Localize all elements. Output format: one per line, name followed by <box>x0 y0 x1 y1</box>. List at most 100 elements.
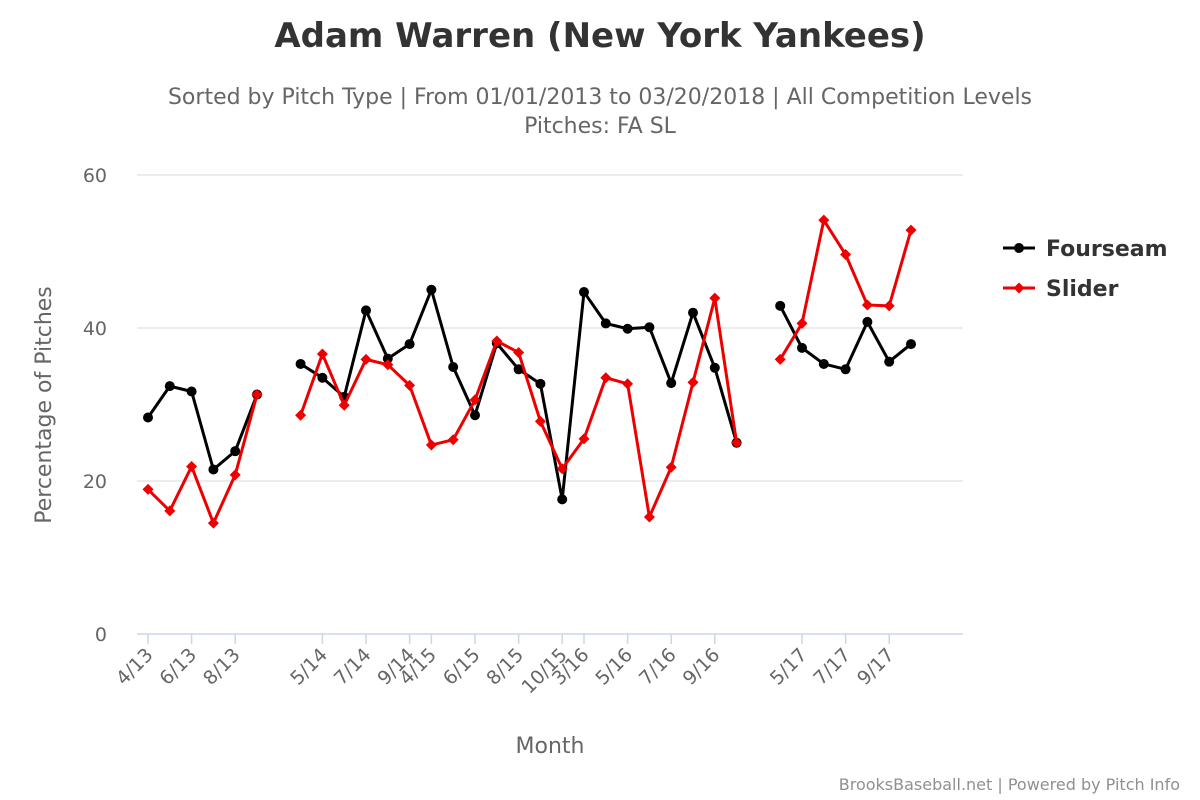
data-point-fourseam[interactable] <box>382 353 393 364</box>
legend-item-fourseam[interactable]: Fourseam <box>1003 237 1168 262</box>
data-point-slider[interactable] <box>818 214 830 226</box>
y-tick-label: 60 <box>83 165 107 187</box>
x-tick-label: 6/15 <box>439 644 485 690</box>
data-point-fourseam[interactable] <box>404 339 415 350</box>
data-point-fourseam[interactable] <box>164 381 175 392</box>
x-tick-label: 8/13 <box>199 644 245 690</box>
x-tick-label: 6/13 <box>155 644 201 690</box>
x-tick-label: 7/14 <box>330 644 376 690</box>
y-tick-label: 40 <box>83 318 107 340</box>
data-point-slider[interactable] <box>186 460 198 472</box>
chart-subtitle-line2: Pitches: FA SL <box>524 114 677 139</box>
x-tick-label: 7/16 <box>635 644 681 690</box>
data-point-slider[interactable] <box>840 249 852 261</box>
legend-item-slider[interactable]: Slider <box>1003 277 1119 302</box>
y-tick-label: 20 <box>83 471 107 493</box>
series-slider <box>142 214 917 529</box>
data-point-slider[interactable] <box>665 461 677 473</box>
x-tick-label: 5/17 <box>766 644 812 690</box>
data-point-slider[interactable] <box>883 300 895 312</box>
series-line-fourseam <box>146 384 259 472</box>
chart-title: Adam Warren (New York Yankees) <box>274 16 925 56</box>
data-point-fourseam[interactable] <box>557 494 568 505</box>
data-point-slider[interactable] <box>229 469 241 481</box>
x-tick-label: 5/14 <box>286 644 332 690</box>
data-point-fourseam[interactable] <box>361 305 371 316</box>
data-point-slider[interactable] <box>164 505 176 517</box>
data-point-slider[interactable] <box>382 359 394 371</box>
data-point-fourseam[interactable] <box>709 362 720 373</box>
data-point-fourseam[interactable] <box>644 322 655 333</box>
data-point-fourseam[interactable] <box>513 364 524 375</box>
data-point-fourseam[interactable] <box>448 362 459 373</box>
data-point-slider[interactable] <box>709 292 721 304</box>
data-point-fourseam[interactable] <box>840 364 851 375</box>
y-tick-label: 0 <box>95 624 107 646</box>
x-tick-label: 5/16 <box>591 644 637 690</box>
data-point-fourseam[interactable] <box>906 339 916 350</box>
data-point-slider[interactable] <box>338 399 350 411</box>
x-tick-label: 9/17 <box>853 644 899 690</box>
data-point-fourseam[interactable] <box>317 372 328 383</box>
data-point-fourseam[interactable] <box>818 358 829 369</box>
series-line-slider <box>146 394 259 525</box>
data-point-fourseam[interactable] <box>862 316 873 327</box>
data-point-slider[interactable] <box>207 517 219 529</box>
x-tick-label: 4/13 <box>112 644 158 690</box>
legend-marker <box>1013 282 1025 294</box>
data-point-fourseam[interactable] <box>230 446 241 457</box>
data-point-slider[interactable] <box>731 437 743 449</box>
grid: 0 20 40 60 <box>83 165 963 646</box>
data-point-fourseam[interactable] <box>622 323 633 334</box>
data-point-slider[interactable] <box>491 335 503 347</box>
legend[interactable]: Fourseam Slider <box>1003 237 1168 302</box>
data-point-slider[interactable] <box>316 348 328 360</box>
series-line-slider <box>778 218 913 361</box>
legend-label: Fourseam <box>1046 237 1168 262</box>
data-point-slider[interactable] <box>556 463 568 475</box>
data-point-slider[interactable] <box>687 376 699 388</box>
data-point-fourseam[interactable] <box>884 356 895 367</box>
data-point-slider[interactable] <box>360 353 372 365</box>
data-point-fourseam[interactable] <box>208 464 219 475</box>
data-point-fourseam[interactable] <box>775 300 786 311</box>
data-point-fourseam[interactable] <box>535 378 546 389</box>
data-point-fourseam[interactable] <box>143 412 153 423</box>
series-line-slider <box>299 296 739 519</box>
data-point-slider[interactable] <box>796 317 808 329</box>
data-point-slider[interactable] <box>905 224 917 236</box>
data-point-slider[interactable] <box>622 378 634 390</box>
y-axis-title: Percentage of Pitches <box>32 286 57 524</box>
data-point-slider[interactable] <box>513 346 525 358</box>
data-point-fourseam[interactable] <box>666 378 677 389</box>
x-axis-title: Month <box>516 734 585 759</box>
data-point-fourseam[interactable] <box>688 307 698 318</box>
data-point-slider[interactable] <box>534 415 546 427</box>
data-point-slider[interactable] <box>861 299 873 311</box>
data-point-fourseam[interactable] <box>600 318 611 329</box>
data-point-slider[interactable] <box>600 372 612 384</box>
data-point-slider[interactable] <box>251 389 263 401</box>
data-point-slider[interactable] <box>578 433 590 445</box>
credits[interactable]: BrooksBaseball.net | Powered by Pitch In… <box>839 775 1180 794</box>
data-point-slider[interactable] <box>404 379 416 391</box>
legend-marker <box>1014 243 1024 253</box>
data-point-fourseam[interactable] <box>470 410 480 421</box>
data-point-slider[interactable] <box>142 483 154 495</box>
series-layer <box>142 214 917 529</box>
data-point-fourseam[interactable] <box>797 342 807 353</box>
data-point-fourseam[interactable] <box>186 386 197 397</box>
x-tick-label: 9/16 <box>679 644 725 690</box>
data-point-slider[interactable] <box>774 353 786 365</box>
chart-subtitle-line1: Sorted by Pitch Type | From 01/01/2013 t… <box>168 85 1032 110</box>
data-point-fourseam[interactable] <box>295 358 306 369</box>
data-point-slider[interactable] <box>469 394 481 406</box>
legend-label: Slider <box>1046 277 1119 302</box>
data-point-fourseam[interactable] <box>426 284 437 295</box>
data-point-slider[interactable] <box>643 511 655 523</box>
data-point-slider[interactable] <box>425 439 437 451</box>
data-point-slider[interactable] <box>295 409 307 421</box>
data-point-fourseam[interactable] <box>579 287 589 298</box>
data-point-slider[interactable] <box>447 434 459 446</box>
